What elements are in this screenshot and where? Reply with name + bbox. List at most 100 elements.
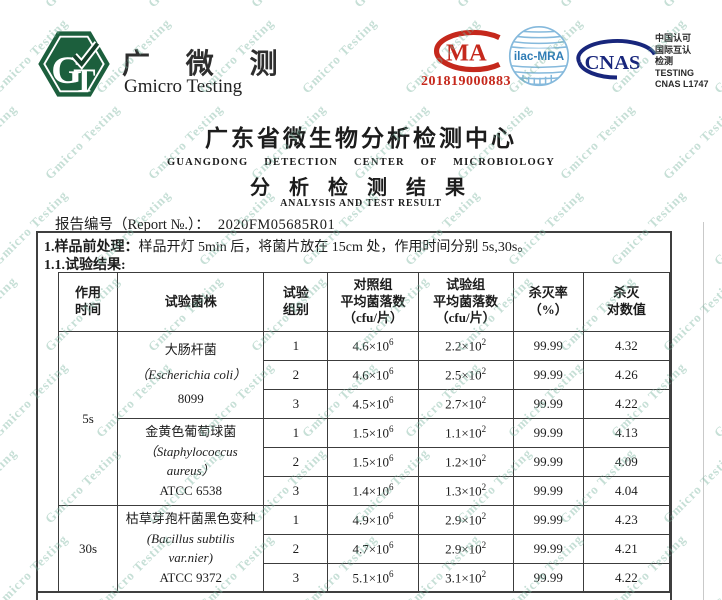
page-edge-line <box>703 222 704 600</box>
value-base: 5.1×10 <box>352 570 390 586</box>
value-exponent: 6 <box>389 482 394 493</box>
cell-test-count: 2.2×102 <box>417 331 514 361</box>
cell-test-count: 2.9×102 <box>417 534 514 564</box>
strain-latin-name: （Escherichia coli） <box>135 366 247 382</box>
cnas-line-4: TESTING <box>655 67 695 78</box>
cell-group: 3 <box>263 563 329 593</box>
table-header: 作用 时间 试验菌株 试验 组别 对照组 平均菌落数 （cfu/片） 试验组 平… <box>57 272 671 332</box>
cell-control-count: 4.6×106 <box>327 360 419 390</box>
test-results-table: 作用 时间 试验菌株 试验 组别 对照组 平均菌落数 （cfu/片） 试验组 平… <box>57 272 671 593</box>
cell-test-count: 1.2×102 <box>417 447 514 477</box>
header-test-strain: 试验菌株 <box>117 272 265 332</box>
pretreatment-line: 1.样品前处理：样品开灯 5min 后，将菌片放在 15cm 处，作用时间分别 … <box>44 236 531 256</box>
strain-latin-name: （Staphylococcus <box>143 443 238 459</box>
cell-log-value: 4.04 <box>582 476 671 506</box>
cnas-letters: CNAS <box>585 52 641 74</box>
value-exponent: 2 <box>481 569 487 580</box>
strain-block: 枯草芽孢杆菌黑色变种 (Bacillus subtilis var.nier) … <box>119 508 263 590</box>
report-number-value: 2020FM05685R01 <box>217 217 336 233</box>
cell-log-value: 4.23 <box>582 505 671 535</box>
value-base: 4.7×10 <box>352 541 390 557</box>
value-base: 4.6×10 <box>352 367 390 383</box>
pretreatment-label: 1.样品前处理： <box>44 240 139 255</box>
value-exponent: 2 <box>481 453 487 464</box>
header-test-count: 试验组 平均菌落数 （cfu/片） <box>417 272 514 332</box>
value-base: 4.9×10 <box>352 512 390 528</box>
ilac-mra-icon: ilac-MRA <box>506 22 572 97</box>
cell-kill-rate: 99.99 <box>512 331 584 361</box>
value-base: 1.3×10 <box>445 483 482 499</box>
cell-control-count: 4.7×106 <box>327 534 419 564</box>
cell-log-value: 4.13 <box>582 418 671 448</box>
value-base: 2.9×10 <box>445 512 482 528</box>
strain-code: ATCC 9372 <box>159 569 222 585</box>
strain-block: 金黄色葡萄球菌 （Staphylococcus aureus） ATCC 653… <box>119 421 263 503</box>
cell-kill-rate: 99.99 <box>512 418 584 448</box>
cnas-line-1: 中国认可 <box>655 33 692 43</box>
cnas-text-block: 中国认可 国际互认 检测 TESTING CNAS L1747 <box>655 33 709 91</box>
pretreatment-text: 样品开灯 5min 后，将菌片放在 15cm 处，作用时间分别 5s,30s。 <box>138 240 532 255</box>
header-test-group: 试验 组别 <box>263 272 329 332</box>
result-title-cn: 分 析 检 测 结 果 <box>250 177 472 199</box>
value-exponent: 6 <box>389 511 394 522</box>
cell-group: 2 <box>263 360 329 390</box>
cell-test-count: 1.3×102 <box>417 476 514 506</box>
cnas-certification-icon: CNAS <box>576 38 658 85</box>
cell-group: 3 <box>263 389 329 419</box>
cnas-line-3: 检测 <box>655 56 674 66</box>
value-exponent: 2 <box>481 395 487 406</box>
header-kill-rate: 杀灭率 （%） <box>512 272 584 332</box>
report-number-line: 报告编号（Report №.）： 2020FM05685R01 <box>55 213 335 234</box>
cell-group: 1 <box>263 331 329 361</box>
table-header-row: 作用 时间 试验菌株 试验 组别 对照组 平均菌落数 （cfu/片） 试验组 平… <box>57 272 671 332</box>
cell-kill-rate: 99.99 <box>512 505 584 535</box>
cell-log-value: 4.32 <box>582 331 671 361</box>
value-exponent: 2 <box>481 482 487 493</box>
value-exponent: 2 <box>481 511 487 522</box>
value-base: 2.9×10 <box>445 541 482 557</box>
strain-block: 大肠杆菌 （Escherichia coli） 8099 <box>119 334 263 416</box>
cell-strain-bsubtilis: 枯草芽孢杆菌黑色变种 (Bacillus subtilis var.nier) … <box>117 505 265 593</box>
results-box: 1.样品前处理：样品开灯 5min 后，将菌片放在 15cm 处，作用时间分别 … <box>36 231 672 600</box>
table-row: 3 1.4×106 1.3×102 99.99 4.04 <box>59 476 671 506</box>
cell-control-count: 1.5×106 <box>327 418 419 448</box>
cell-log-value: 4.09 <box>582 447 671 477</box>
table-body: 5s 大肠杆菌 （Escherichia coli） 8099 1 4.6×10… <box>57 331 671 593</box>
cell-group: 1 <box>263 505 329 535</box>
cell-log-value: 4.21 <box>582 534 671 564</box>
cell-exposure-time-30s: 30s <box>57 505 119 593</box>
table-row: 2 4.6×106 2.5×102 99.99 4.26 <box>59 360 671 390</box>
cell-kill-rate: 99.99 <box>512 389 584 419</box>
table-row: 金黄色葡萄球菌 （Staphylococcus aureus） ATCC 653… <box>59 418 671 506</box>
logo-company-name-en: Gmicro Testing <box>124 76 243 97</box>
cnas-line-2: 国际互认 <box>655 44 692 55</box>
value-base: 2.5×10 <box>445 367 482 383</box>
cell-kill-rate: 99.99 <box>512 563 584 593</box>
value-exponent: 2 <box>481 424 487 435</box>
strain-name-cn: 金黄色葡萄球菌 <box>145 424 237 440</box>
value-base: 1.2×10 <box>445 454 482 470</box>
value-base: 1.4×10 <box>352 483 390 499</box>
gt-letter-t: T <box>73 62 95 99</box>
value-exponent: 6 <box>389 424 394 435</box>
table-row: 3 4.5×106 2.7×102 99.99 4.22 <box>59 389 671 419</box>
cell-log-value: 4.22 <box>582 563 671 593</box>
cell-group: 3 <box>263 476 329 506</box>
value-exponent: 6 <box>389 569 394 580</box>
strain-latin-name: (Bacillus subtilis <box>146 530 235 546</box>
value-exponent: 2 <box>481 540 487 551</box>
cma-certificate-number: 201819000883 <box>421 74 511 89</box>
cell-control-count: 1.4×106 <box>327 476 419 506</box>
strain-latin-name-2: aureus） <box>166 463 215 479</box>
test-results-label: 1.1.试验结果: <box>44 258 126 273</box>
value-base: 4.5×10 <box>352 396 390 412</box>
strain-code: ATCC 6538 <box>159 482 222 498</box>
cell-control-count: 4.6×106 <box>327 331 419 361</box>
cell-kill-rate: 99.99 <box>512 476 584 506</box>
strain-latin-name-2: var.nier) <box>168 550 213 566</box>
center-title-en: GUANGDONG DETECTION CENTER OF MICROBIOLO… <box>167 157 555 168</box>
value-base: 3.1×10 <box>445 570 482 586</box>
cell-group: 2 <box>263 534 329 564</box>
